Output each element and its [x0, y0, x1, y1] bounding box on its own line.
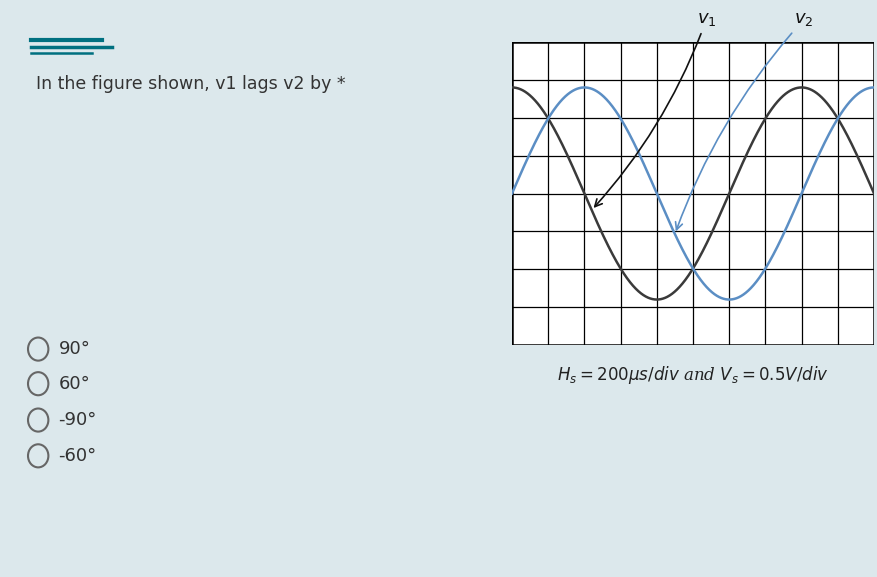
Text: $v_2$: $v_2$	[674, 10, 813, 230]
Text: In the figure shown, v1 lags v2 by *: In the figure shown, v1 lags v2 by *	[36, 75, 345, 93]
Text: 60°: 60°	[59, 374, 90, 393]
Text: 90°: 90°	[59, 340, 90, 358]
Text: -90°: -90°	[59, 411, 96, 429]
Text: $H_s = 200\mu s/div$ and $V_s = 0.5V/div$: $H_s = 200\mu s/div$ and $V_s = 0.5V/div…	[556, 364, 828, 386]
Text: -60°: -60°	[59, 447, 96, 465]
Text: $v_1$: $v_1$	[594, 10, 716, 207]
